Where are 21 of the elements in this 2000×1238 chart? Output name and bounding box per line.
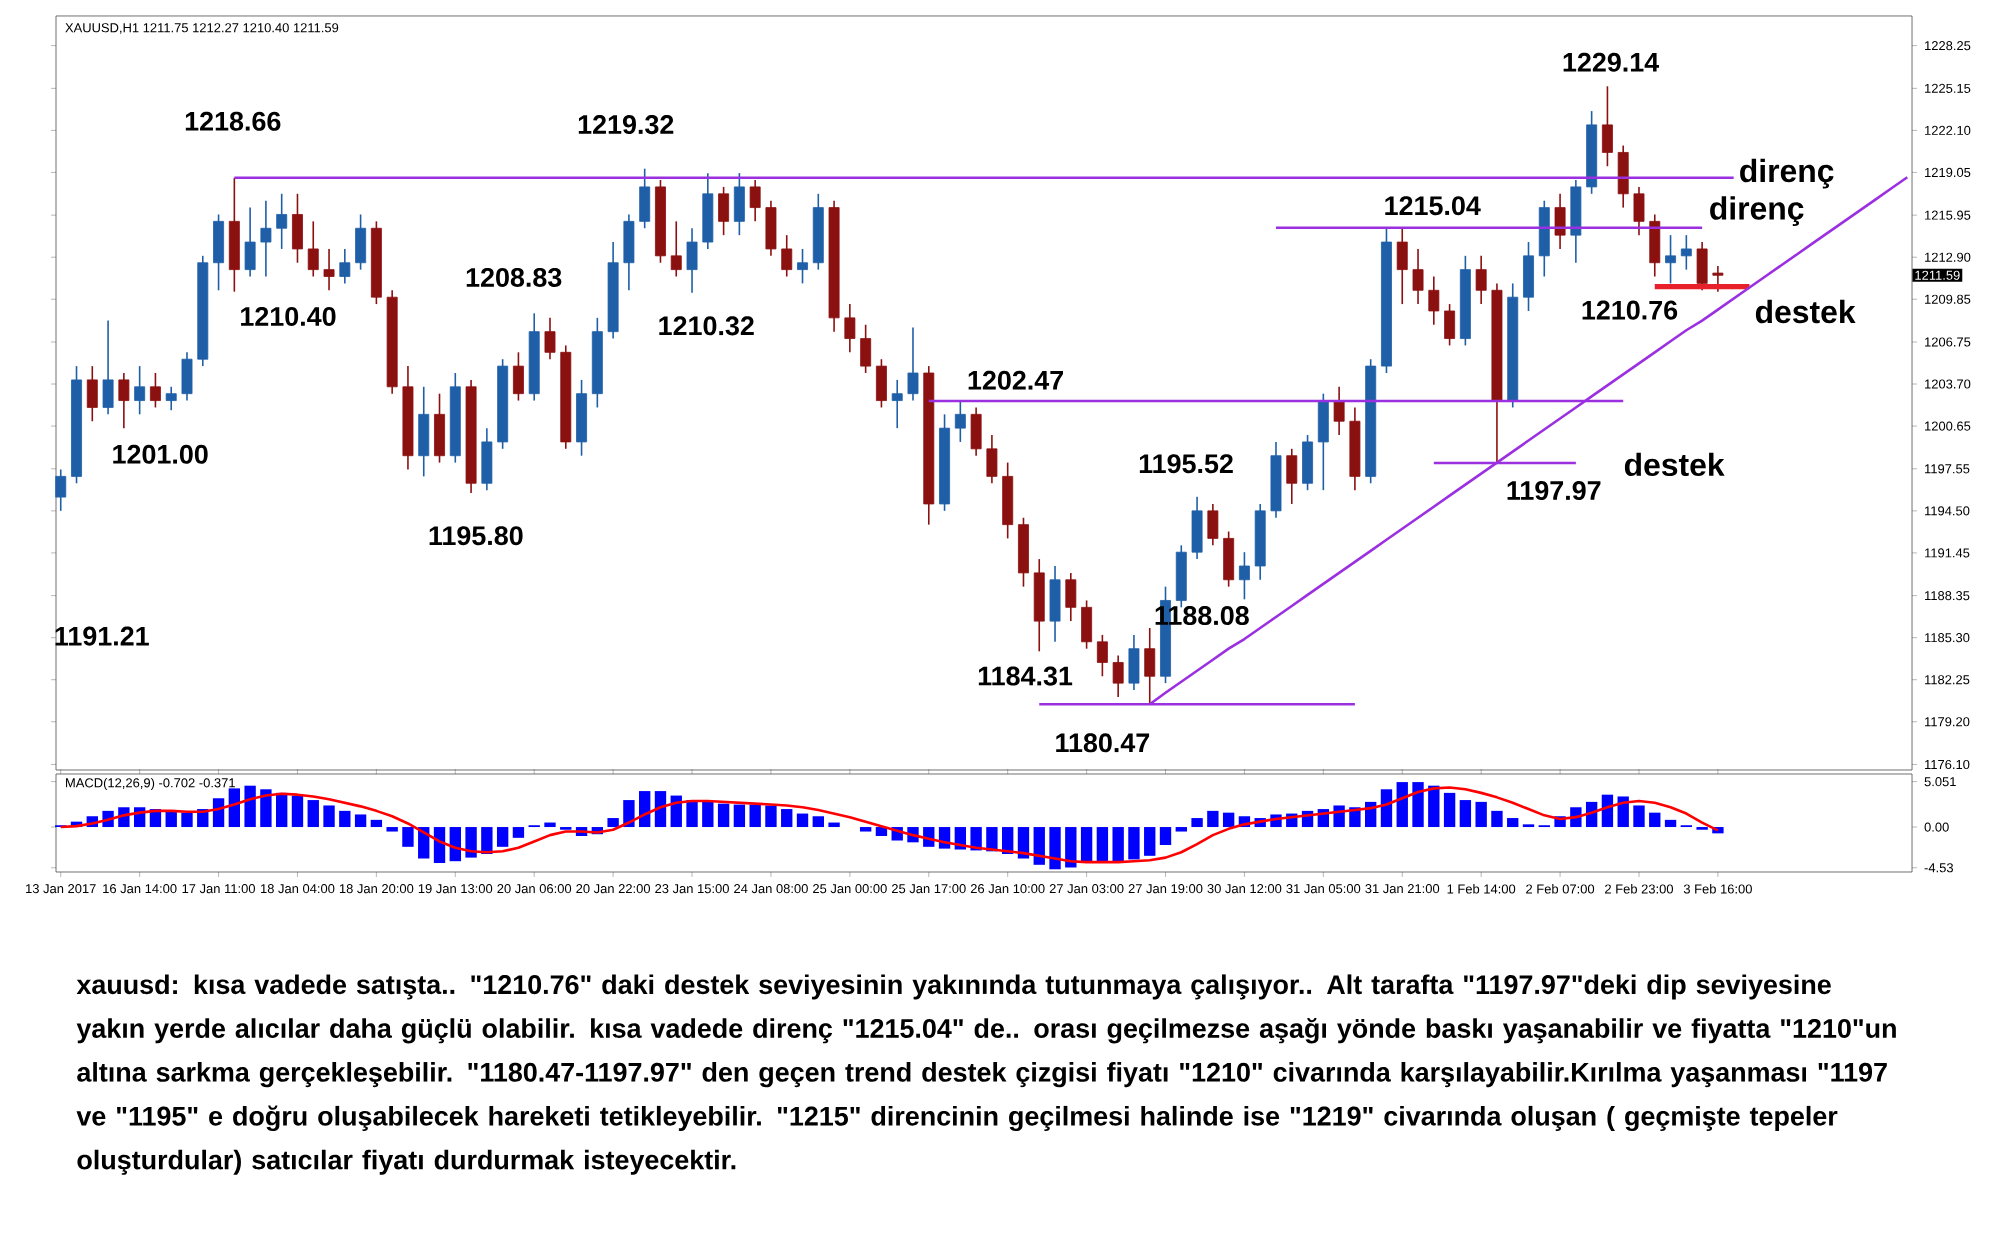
annotation: 1191.21 [55,626,149,646]
annotation: 1229.14 [1563,52,1660,72]
annotation: 1195.80 [429,526,523,546]
annotation: 1195.52 [1139,454,1233,474]
annotation: 1210.76 [1582,300,1678,320]
annotation: 1184.31 [978,666,1073,686]
annotation: 1202.47 [968,370,1063,390]
annotation: 1219.32 [578,115,674,135]
series-label: destek [1755,299,1856,324]
annotation: 1201.00 [113,444,208,464]
annotation: 1218.66 [185,111,281,131]
annotation: 1210.40 [241,306,336,326]
series-label: destek [1624,452,1725,477]
annotation: 1210.32 [659,316,754,336]
annotation: 1208.83 [466,267,562,288]
annotation: 1180.47 [1056,733,1150,753]
annotation: 1197.97 [1507,481,1601,501]
text: xauusd: kısa vadede satışta.. "1210.76" daki destek seviyesinin yakınında tutunmaya çalışıyor.. Alt tarafta "1197.97"deki dip seviyesine yakın yerde alıcılar daha güçlü olabilir. kısa vadede direnç "1215.04" de.. orası geçilmezse aşağı yönde baskı yaşanabilir ve fiyatta "1210"un altına sarkma gerçekleşebilir. "1180.47-1197.97" den geçen trend destek çizgisi fiyatı "1210" civarında karşılayabilir.Kırılma yaşanması "1197 ve "1195" e doğru oluşabilecek hareketi tetikleyebilir. "1215" direncinin geçilmesi halinde ise "1219" civarında oluşan ( geçmişte tepeler oluşturdular) satıcılar fiyatı durdurmak isteyecektir. [76,974,1896,1175]
series-label: direnç [1740,158,1834,189]
annotation: 1215.04 [1385,196,1481,216]
series-label: direnç [1710,196,1804,227]
